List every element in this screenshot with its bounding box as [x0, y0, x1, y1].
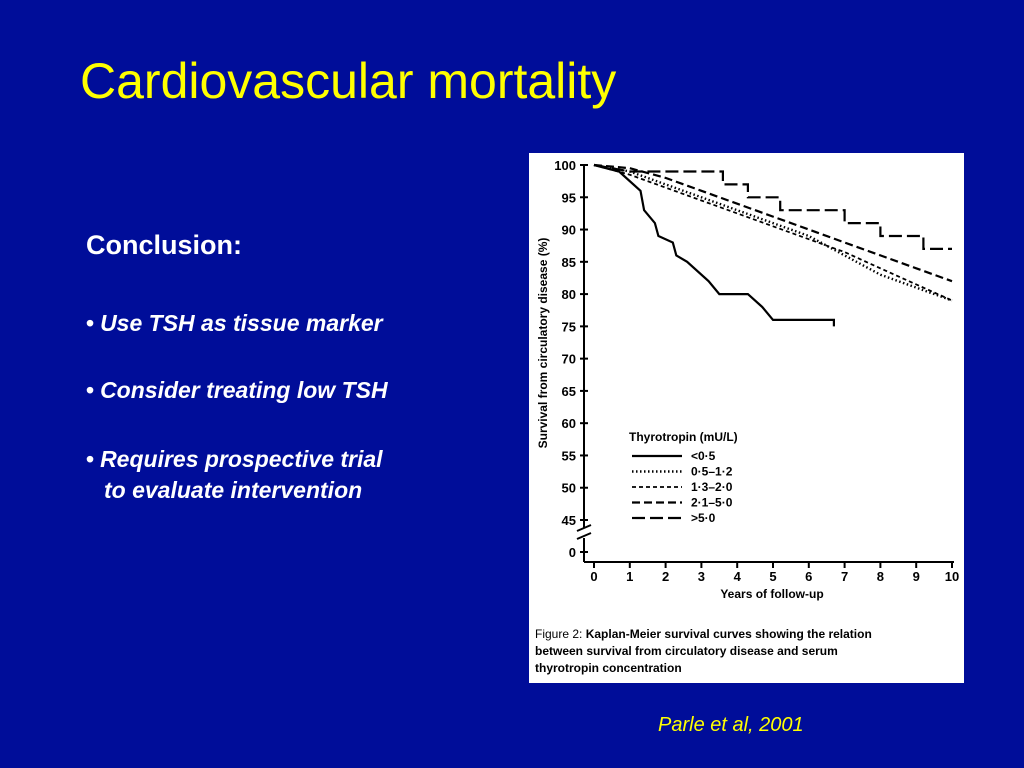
caption-line: Figure 2: Kaplan-Meier survival curves s… [535, 627, 872, 641]
x-tick-label: 5 [769, 569, 776, 584]
y-tick-label: 100 [554, 158, 576, 173]
series-line-3 [593, 164, 953, 302]
series-line-2 [593, 163, 953, 302]
bullet-item: • Requires prospective trial to evaluate … [86, 446, 383, 504]
y-tick-label: 45 [562, 513, 576, 528]
bullet-item: • Use TSH as tissue marker [86, 310, 383, 337]
caption-line: between survival from circulatory diseas… [535, 644, 838, 658]
x-tick-label: 7 [841, 569, 848, 584]
legend-entry-label: 0·5–1·2 [691, 465, 733, 479]
y-tick-label: 75 [562, 319, 576, 334]
caption-line: thyrotropin concentration [535, 661, 682, 675]
bullet-item: • Consider treating low TSH [86, 377, 388, 404]
x-tick-label: 10 [945, 569, 959, 584]
legend-entry-label: >5·0 [691, 511, 716, 525]
y-axis-title: Survival from circulatory disease (%) [536, 238, 550, 449]
conclusion-heading: Conclusion: [86, 230, 242, 260]
y-axis-break-mark [576, 532, 592, 540]
x-tick-label: 2 [662, 569, 669, 584]
x-tick-label: 9 [913, 569, 920, 584]
x-tick-label: 6 [805, 569, 812, 584]
y-tick-label: 70 [562, 352, 576, 367]
x-tick-label: 8 [877, 569, 884, 584]
citation: Parle et al, 2001 [658, 714, 804, 736]
x-tick-label: 0 [590, 569, 597, 584]
legend-entry-label: 1·3–2·0 [691, 480, 733, 494]
bullet-text-continued: to evaluate intervention [104, 477, 363, 503]
bullet-text: Consider treating low TSH [100, 377, 388, 403]
x-tick-label: 4 [734, 569, 742, 584]
legend-entry-label: <0·5 [691, 449, 716, 463]
series-line-1 [593, 163, 835, 327]
slide-title: Cardiovascular mortality [80, 53, 617, 109]
bullet-dot: • [86, 377, 95, 403]
x-axis-title: Years of follow-up [720, 587, 823, 601]
y-tick-label: 85 [562, 255, 576, 270]
x-tick-label: 1 [626, 569, 633, 584]
y-tick-label: 60 [562, 416, 576, 431]
bullet-text: Requires prospective trial [100, 446, 383, 472]
y-tick-label: 80 [562, 287, 576, 302]
x-tick-label: 3 [698, 569, 705, 584]
y-tick-label: 95 [562, 190, 576, 205]
series-line-5 [593, 163, 952, 250]
y-tick-label: 65 [562, 384, 576, 399]
y-tick-label: 0 [569, 545, 576, 560]
bullet-dot: • [86, 310, 95, 336]
legend-entry-label: 2·1–5·0 [691, 496, 733, 510]
series-line-4 [593, 163, 953, 283]
bullet-dot: • [86, 446, 95, 472]
caption-text: Kaplan-Meier survival curves showing the… [586, 627, 872, 641]
survival-figure: 0 45 50 55 60 65 70 75 80 85 90 95 100 0 1 2 3 4 5 6 7 8 9 10 Ye… [529, 153, 964, 683]
bullet-text: Use TSH as tissue marker [100, 310, 383, 336]
caption-label: Figure 2: [535, 627, 586, 641]
y-tick-label: 90 [562, 223, 576, 238]
legend-title: Thyrotropin (mU/L) [629, 430, 738, 444]
y-axis-break-mark [576, 524, 592, 532]
y-tick-label: 50 [562, 481, 576, 496]
y-tick-label: 55 [562, 448, 576, 463]
